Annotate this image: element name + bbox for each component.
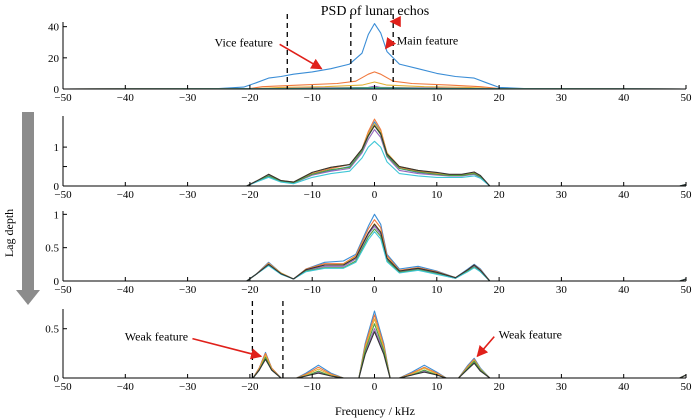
series-line-lag-5 [63, 228, 686, 281]
lag-depth-label: Lag depth [2, 209, 16, 257]
annotation-arrow [279, 43, 323, 70]
panel-2: 0 1 −50 −40 −30 −20 −10 0 10 20 30 40 50 [54, 116, 693, 201]
x-tick-label: 30 [556, 189, 568, 201]
y-tick-label: 0 [54, 181, 60, 193]
series-line-lag-3 [63, 123, 686, 186]
x-tick-label: 30 [556, 284, 568, 296]
annotation-label: Weak feature [125, 330, 188, 344]
y-tick-label: 1 [54, 142, 60, 154]
x-tick-label: 50 [681, 92, 693, 104]
annotation-label: Vice feature [215, 35, 273, 49]
chart-title: PSD of lunar echos [321, 4, 430, 19]
annotation-arrow [192, 337, 263, 360]
x-tick-label: −40 [117, 189, 135, 201]
x-tick-label: −40 [117, 284, 135, 296]
x-tick-label: 30 [556, 92, 568, 104]
x-tick-label: 50 [681, 284, 693, 296]
x-tick-label: −20 [241, 189, 259, 201]
y-tick-label: 0.5 [45, 243, 59, 255]
x-tick-label: 20 [494, 92, 506, 104]
y-tick-label: 0 [54, 373, 60, 385]
series-line-lag-4 [63, 225, 686, 281]
x-tick-label: −30 [179, 381, 197, 393]
series-line-lag-6 [63, 140, 686, 186]
x-tick-label: 40 [618, 381, 630, 393]
series-line-lag-5 [63, 125, 686, 186]
x-tick-label: 10 [431, 284, 443, 296]
series-line-lag-1 [63, 121, 686, 186]
x-tick-label: −50 [54, 92, 72, 104]
x-tick-label: −10 [304, 381, 322, 393]
x-tick-label: −20 [241, 92, 259, 104]
y-tick-label: 20 [48, 53, 60, 65]
x-axis-label: Frequency / kHz [335, 404, 415, 418]
series-line-lag-1 [63, 310, 686, 378]
x-tick-label: −30 [179, 189, 197, 201]
series-line-lag-7 [63, 125, 686, 186]
x-tick-label: −10 [304, 92, 322, 104]
x-tick-label: −50 [54, 284, 72, 296]
x-tick-label: 0 [372, 92, 378, 104]
panel-1: 0 20 40 −50 −40 −30 −20 −10 0 10 20 30 40 50 Vice feat… [48, 14, 692, 104]
x-tick-label: 40 [618, 92, 630, 104]
lag-depth-indicator: Lag depth [2, 112, 40, 305]
x-tick-label: 20 [494, 381, 506, 393]
x-tick-label: −30 [179, 92, 197, 104]
series-line-lag-6 [63, 331, 686, 378]
panel-3: 0 0.5 1 −50 −40 −30 −20 −10 0 10 20 30 40 50 [45, 209, 692, 296]
x-tick-label: 10 [431, 381, 443, 393]
annotation-arrow [476, 336, 495, 358]
series-line-lag-6 [63, 231, 686, 281]
x-tick-label: −40 [117, 92, 135, 104]
x-tick-label: −10 [304, 284, 322, 296]
y-tick-label: 0 [54, 276, 60, 288]
x-tick-label: 50 [681, 189, 693, 201]
x-tick-label: −40 [117, 381, 135, 393]
panel-4: 0 0.5 −50 −40 −30 −20 −10 0 10 20 30 40 50 Weak featu… [45, 301, 692, 393]
series-line-lag-4 [63, 129, 686, 186]
annotation-arrow [385, 37, 397, 50]
annotation-label: Weak feature [499, 328, 562, 342]
series-line-lag-2 [63, 71, 686, 89]
lag-depth-arrow-shaft [22, 112, 34, 290]
x-tick-label: 40 [618, 284, 630, 296]
x-tick-label: 20 [494, 189, 506, 201]
x-tick-label: 0 [372, 381, 378, 393]
x-tick-label: −10 [304, 189, 322, 201]
x-tick-label: −50 [54, 381, 72, 393]
y-tick-label: 40 [48, 22, 60, 34]
x-tick-label: −50 [54, 189, 72, 201]
series-line-lag-3 [63, 318, 686, 378]
x-tick-label: 10 [431, 189, 443, 201]
y-tick-label: 0 [54, 84, 60, 96]
x-tick-label: 40 [618, 189, 630, 201]
x-tick-label: 30 [556, 381, 568, 393]
y-tick-label: 1 [54, 209, 60, 221]
series-line-lag-1 [63, 23, 686, 89]
x-tick-label: −20 [241, 381, 259, 393]
series-line-lag-7 [63, 223, 686, 281]
x-tick-label: 20 [494, 284, 506, 296]
lag-depth-arrow-head [16, 290, 40, 305]
x-tick-label: 0 [372, 284, 378, 296]
x-tick-label: −20 [241, 284, 259, 296]
x-tick-label: −30 [179, 284, 197, 296]
x-tick-label: 10 [431, 92, 443, 104]
x-tick-label: 50 [681, 381, 693, 393]
annotation-label: Main feature [397, 34, 459, 48]
y-tick-label: 0.5 [45, 324, 59, 336]
x-tick-label: 0 [372, 189, 378, 201]
series-line-lag-3 [63, 81, 686, 89]
